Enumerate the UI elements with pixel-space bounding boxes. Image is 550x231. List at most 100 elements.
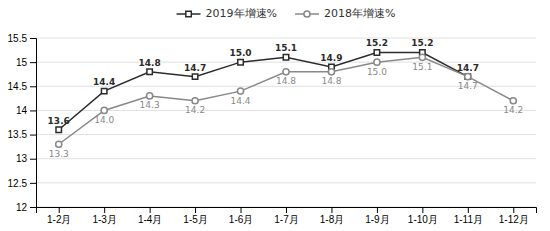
grid-line xyxy=(36,38,536,39)
grid xyxy=(36,38,536,207)
data-label: 14.4 xyxy=(93,77,115,87)
y-tick-label: 15 xyxy=(16,57,28,68)
data-label: 14.2 xyxy=(503,105,523,115)
x-tick-label: 1-6月 xyxy=(229,214,253,225)
y-tick: 14.5 xyxy=(8,81,36,92)
series-marker xyxy=(283,55,288,60)
y-tick-mark xyxy=(30,183,36,184)
data-label: 15.1 xyxy=(275,43,297,53)
x-tick-mark xyxy=(195,207,196,213)
series-marker xyxy=(374,59,380,65)
data-label: 15.1 xyxy=(412,62,432,72)
y-tick-label: 12.5 xyxy=(8,178,28,189)
x-tick-label: 1-9月 xyxy=(365,214,389,225)
legend: 2019年增速% 2018年增速% xyxy=(177,7,396,20)
series-marker xyxy=(56,141,62,147)
legend-item: 2018年增速% xyxy=(295,7,395,20)
data-label: 14.9 xyxy=(320,53,342,63)
data-label: 14.7 xyxy=(458,81,478,91)
grid-line xyxy=(36,134,536,135)
y-tick: 13.5 xyxy=(8,129,36,140)
y-tick: 15.5 xyxy=(8,33,36,44)
y-tick-mark xyxy=(30,159,36,160)
x-tick-mark xyxy=(150,207,151,213)
y-axis-line xyxy=(30,39,37,208)
data-label: 14.2 xyxy=(185,105,205,115)
series-marker xyxy=(374,50,379,55)
grid-line xyxy=(36,182,536,183)
x-tick-mark xyxy=(104,207,105,213)
x-tick: 1-9月 xyxy=(365,207,389,225)
x-tick: 1-8月 xyxy=(320,207,344,225)
x-tick-mark xyxy=(377,207,378,213)
y-tick-label: 15.5 xyxy=(8,33,28,44)
y-tick-mark xyxy=(30,86,36,87)
y-tick: 13 xyxy=(16,153,36,164)
chart: 12 12.5 13 13.5 14 14.5 15 15.5 1-2月 1-3月 1-4月 1-5月… xyxy=(0,0,550,231)
y-tick: 12.5 xyxy=(8,178,36,189)
x-tick: 1-12月 xyxy=(499,207,529,225)
data-label: 15.2 xyxy=(411,38,433,48)
series-marker xyxy=(101,88,106,93)
data-label: 14.3 xyxy=(140,100,160,110)
data-label: 14.4 xyxy=(231,96,251,106)
x-tick-mark xyxy=(422,207,423,213)
y-tick-mark xyxy=(30,62,36,63)
series-marker xyxy=(283,69,289,75)
x-tick: 1-5月 xyxy=(183,207,207,225)
y-tick: 12 xyxy=(16,202,36,213)
legend-item: 2019年增速% xyxy=(177,7,277,20)
series-marker xyxy=(56,127,61,132)
x-tick-label: 1-10月 xyxy=(408,214,438,225)
x-tick: 1-4月 xyxy=(138,207,162,225)
y-tick-label: 13.5 xyxy=(8,129,28,140)
legend-label: 2019年增速% xyxy=(206,7,277,20)
series-marker xyxy=(101,107,107,113)
y-tick: 14 xyxy=(16,105,36,116)
y-tick-mark xyxy=(30,38,36,39)
series-line xyxy=(59,52,468,129)
data-label: 15.0 xyxy=(367,67,387,77)
data-label: 14.8 xyxy=(321,76,341,86)
x-tick-mark xyxy=(513,207,514,213)
x-tick: 1-6月 xyxy=(229,207,253,225)
data-labels: 13.614.414.814.715.015.114.915.215.214.7… xyxy=(48,38,524,158)
y-tick-mark xyxy=(30,110,36,111)
data-label: 15.0 xyxy=(229,48,251,58)
grid-line xyxy=(36,158,536,159)
y-axis: 12 12.5 13 13.5 14 14.5 15 15.5 xyxy=(8,33,37,213)
x-tick-mark xyxy=(331,207,332,213)
x-tick-label: 1-4月 xyxy=(138,214,162,225)
x-tick: 1-7月 xyxy=(274,207,298,225)
data-label: 14.8 xyxy=(276,76,296,86)
x-tick-label: 1-8月 xyxy=(320,214,344,225)
x-tick: 1-3月 xyxy=(92,207,116,225)
x-tick-mark xyxy=(286,207,287,213)
plot: 12 12.5 13 13.5 14 14.5 15 15.5 1-2月 1-3月 1-4月 1-5月… xyxy=(8,33,537,225)
x-tick-label: 1-5月 xyxy=(183,214,207,225)
y-tick-mark xyxy=(30,135,36,136)
series-line xyxy=(59,57,514,144)
x-tick-label: 1-7月 xyxy=(274,214,298,225)
x-tick-label: 1-3月 xyxy=(92,214,116,225)
y-tick-label: 13 xyxy=(16,153,28,164)
x-axis: 1-2月 1-3月 1-4月 1-5月 1-6月 1-7月 1-8月 1-9月 1-10月 1-1… xyxy=(37,207,537,225)
series-marker xyxy=(192,74,197,79)
x-tick-label: 1-2月 xyxy=(47,214,71,225)
legend-marker xyxy=(186,11,191,16)
data-label: 14.7 xyxy=(457,63,479,73)
series-marker xyxy=(147,93,153,99)
x-tick-mark xyxy=(59,207,60,213)
data-label: 14.0 xyxy=(94,115,114,125)
data-label: 14.7 xyxy=(184,63,206,73)
x-tick-mark xyxy=(468,207,469,213)
y-tick: 15 xyxy=(16,57,36,68)
legend-label: 2018年增速% xyxy=(324,7,395,20)
y-tick-mark xyxy=(30,207,36,208)
series-marker xyxy=(147,69,152,74)
x-axis-line xyxy=(37,208,537,214)
data-label: 13.3 xyxy=(49,149,69,159)
x-tick-label: 1-12月 xyxy=(499,214,529,225)
series-marker xyxy=(419,54,425,60)
series-marker xyxy=(465,74,471,80)
